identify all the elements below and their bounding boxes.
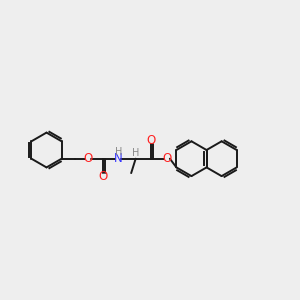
Text: N: N xyxy=(114,152,123,165)
Text: H: H xyxy=(115,147,122,157)
Text: O: O xyxy=(83,152,92,165)
Text: O: O xyxy=(99,170,108,184)
Text: O: O xyxy=(162,152,172,165)
Text: O: O xyxy=(147,134,156,147)
Text: H: H xyxy=(132,148,140,158)
